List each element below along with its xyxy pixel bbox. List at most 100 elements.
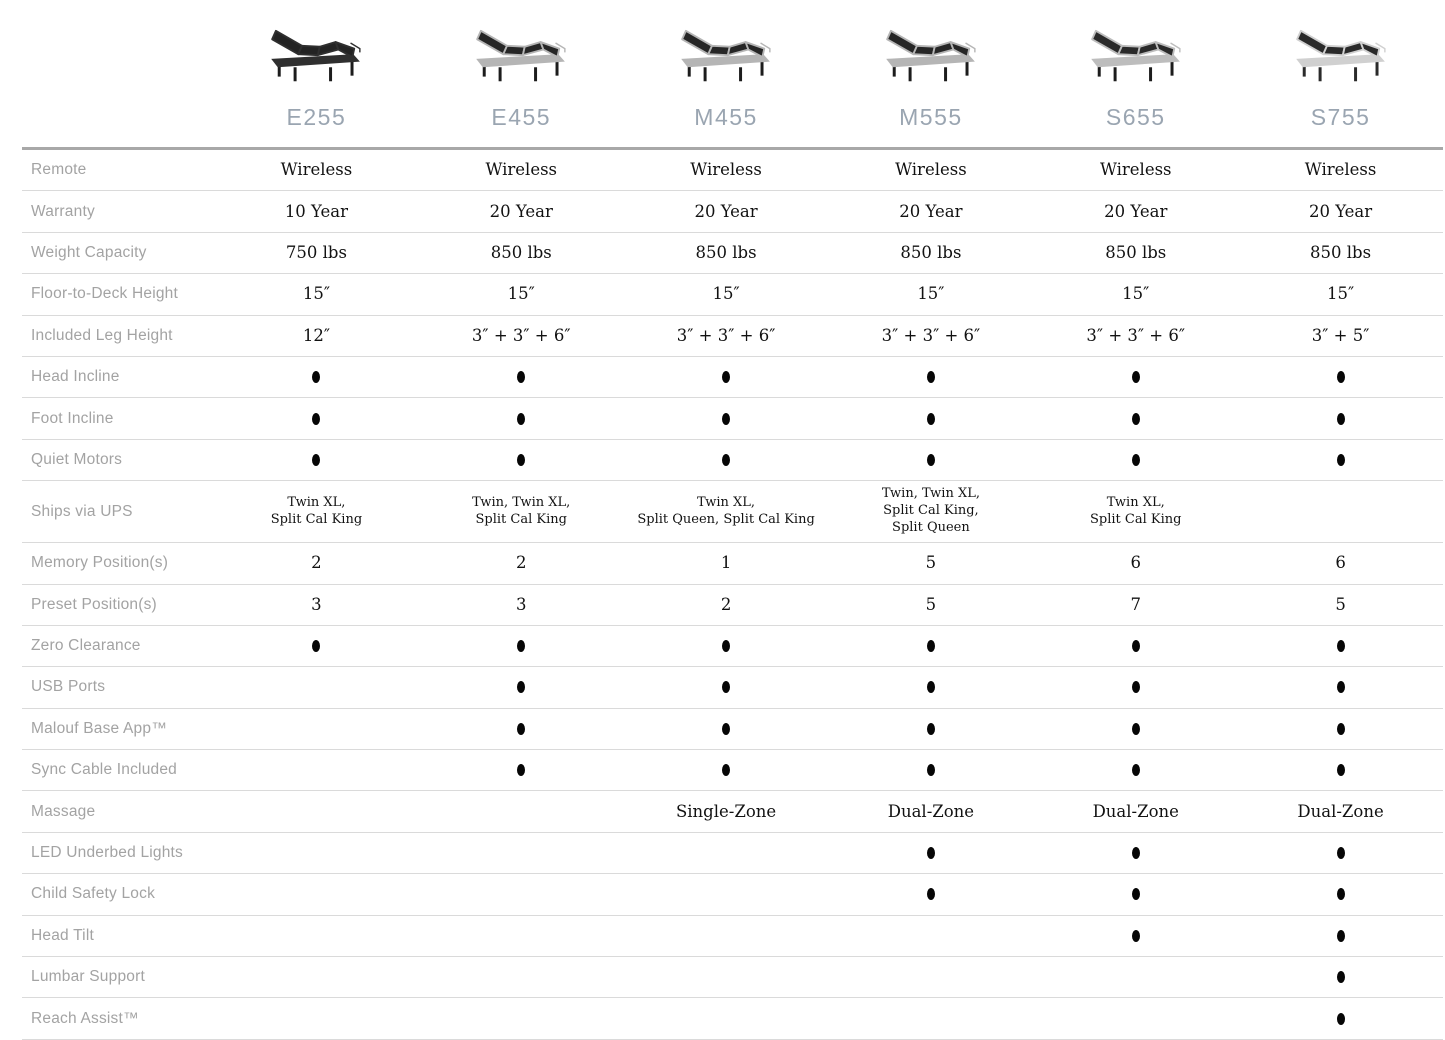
row-label-foot-incline: Foot Incline [31,409,114,427]
cell-foot-incline-e455 [419,398,624,438]
feature-dot [1336,929,1345,942]
cell-usb-ports-m555 [828,667,1033,707]
cell-preset-positions-s755: 5 [1335,594,1346,614]
feature-dot [722,640,731,653]
cell-ships-via-ups-e255: Twin XL, Split Cal King [270,494,363,527]
feature-dot [1336,1012,1345,1025]
cell-child-safety-lock-e455 [419,874,624,914]
feature-dot [1336,722,1345,735]
cell-led-underbed-lights-s755 [1238,833,1443,873]
cell-malouf-base-app-e255 [214,709,419,749]
cell-floor-to-deck-height-m455: 15″ [712,284,740,304]
cell-malouf-base-app-s655 [1033,709,1238,749]
feature-dot [926,453,935,466]
adjustable-bed-icon [271,29,361,82]
cell-malouf-base-app-s755 [1238,709,1443,749]
feature-dot [1131,888,1140,901]
cell-sync-cable-included-e455 [419,750,624,790]
feature-dot [926,847,935,860]
adjustable-bed-icon [1090,29,1181,82]
feature-dot [1131,371,1140,384]
column-title-m455: M455 [694,104,758,130]
cell-child-safety-lock-m555 [828,874,1033,914]
cell-memory-positions-s655: 6 [1130,553,1141,573]
cell-reach-assist-m455 [624,998,829,1038]
cell-lumbar-support-s755 [1238,957,1443,997]
feature-dot [1336,971,1345,984]
cell-reach-assist-s655 [1033,998,1238,1038]
table-row-malouf-base-app: Malouf Base App™ [22,709,1443,751]
cell-reach-assist-s755 [1238,998,1443,1038]
cell-warranty-s655: 20 Year [1104,201,1168,221]
feature-dot [1131,412,1140,425]
row-label-zero-clearance: Zero Clearance [31,637,141,655]
feature-dot [517,640,526,653]
feature-dot [517,371,526,384]
cell-remote-s755: Wireless [1304,160,1377,180]
cell-quiet-motors-e255 [214,440,419,480]
table-row-massage: Massage Single-Zone Dual-Zone Dual-Zone Dual… [22,791,1443,833]
cell-weight-capacity-s655: 850 lbs [1105,243,1167,263]
column-header-e255: E255 [214,0,419,147]
cell-weight-capacity-m555: 850 lbs [900,243,962,263]
feature-dot [517,764,526,777]
feature-dot [312,412,321,425]
row-label-preset-positions: Preset Position(s) [31,595,157,613]
cell-child-safety-lock-m455 [624,874,829,914]
table-row-zero-clearance: Zero Clearance [22,626,1443,668]
row-label-child-safety-lock: Child Safety Lock [31,885,156,903]
cell-quiet-motors-e455 [419,440,624,480]
column-header-s655: S655 [1033,0,1238,147]
row-label-ships-via-ups: Ships via UPS [31,502,133,520]
cell-head-incline-s755 [1238,357,1443,397]
cell-massage-e455 [419,791,624,831]
cell-head-tilt-m555 [828,916,1033,956]
row-label-usb-ports: USB Ports [31,678,106,696]
cell-reach-assist-m555 [828,998,1033,1038]
feature-dot [312,640,321,653]
cell-usb-ports-e455 [419,667,624,707]
feature-dot [926,371,935,384]
table-header-row: E255 E455 M455 M555 S655 S755 [22,0,1443,147]
table-row-included-leg-height: Included Leg Height 12″ 3″ + 3″ + 6″ 3″ + 3… [22,316,1443,357]
table-row-sync-cable-included: Sync Cable Included [22,750,1443,792]
cell-memory-positions-s755: 6 [1335,553,1346,573]
table-body: Remote Wireless Wireless Wireless Wireless Wi… [22,147,1443,1040]
cell-remote-m455: Wireless [690,160,762,180]
feature-dot [517,412,526,425]
feature-dot [1131,722,1140,735]
feature-dot [722,681,731,694]
cell-lumbar-support-m455 [624,957,829,997]
row-label-led-underbed-lights: LED Underbed Lights [31,844,184,862]
table-row-memory-positions: Memory Position(s) 2 2 1 5 6 6 [22,543,1443,585]
adjustable-bed-icon [681,29,771,82]
cell-remote-s655: Wireless [1099,160,1172,180]
cell-zero-clearance-s655 [1033,626,1238,666]
cell-included-leg-height-s755: 3″ + 5″ [1311,325,1370,345]
column-header-e455: E455 [419,0,624,147]
column-header-s755: S755 [1238,0,1443,147]
cell-included-leg-height-s655: 3″ + 3″ + 6″ [1086,325,1186,345]
cell-reach-assist-e455 [419,998,624,1038]
cell-preset-positions-e255: 3 [311,594,322,614]
row-label-quiet-motors: Quiet Motors [31,450,123,468]
feature-dot [1131,681,1140,694]
cell-head-tilt-e255 [214,916,419,956]
cell-remote-m555: Wireless [895,160,967,180]
corner-spacer [22,0,214,147]
cell-usb-ports-s755 [1238,667,1443,707]
feature-dot [1336,412,1345,425]
cell-warranty-e455: 20 Year [489,201,553,221]
cell-zero-clearance-e455 [419,626,624,666]
table-row-weight-capacity: Weight Capacity 750 lbs 850 lbs 850 lbs 850 … [22,233,1443,275]
cell-weight-capacity-s755: 850 lbs [1310,243,1372,263]
cell-led-underbed-lights-m455 [624,833,829,873]
cell-sync-cable-included-m555 [828,750,1033,790]
cell-child-safety-lock-s755 [1238,874,1443,914]
table-row-warranty: Warranty 10 Year 20 Year 20 Year 20 Year 20 Y… [22,191,1443,233]
cell-malouf-base-app-e455 [419,709,624,749]
cell-massage-m455: Single-Zone [675,801,777,821]
cell-head-tilt-m455 [624,916,829,956]
feature-dot [312,453,321,466]
cell-weight-capacity-e455: 850 lbs [490,243,552,263]
